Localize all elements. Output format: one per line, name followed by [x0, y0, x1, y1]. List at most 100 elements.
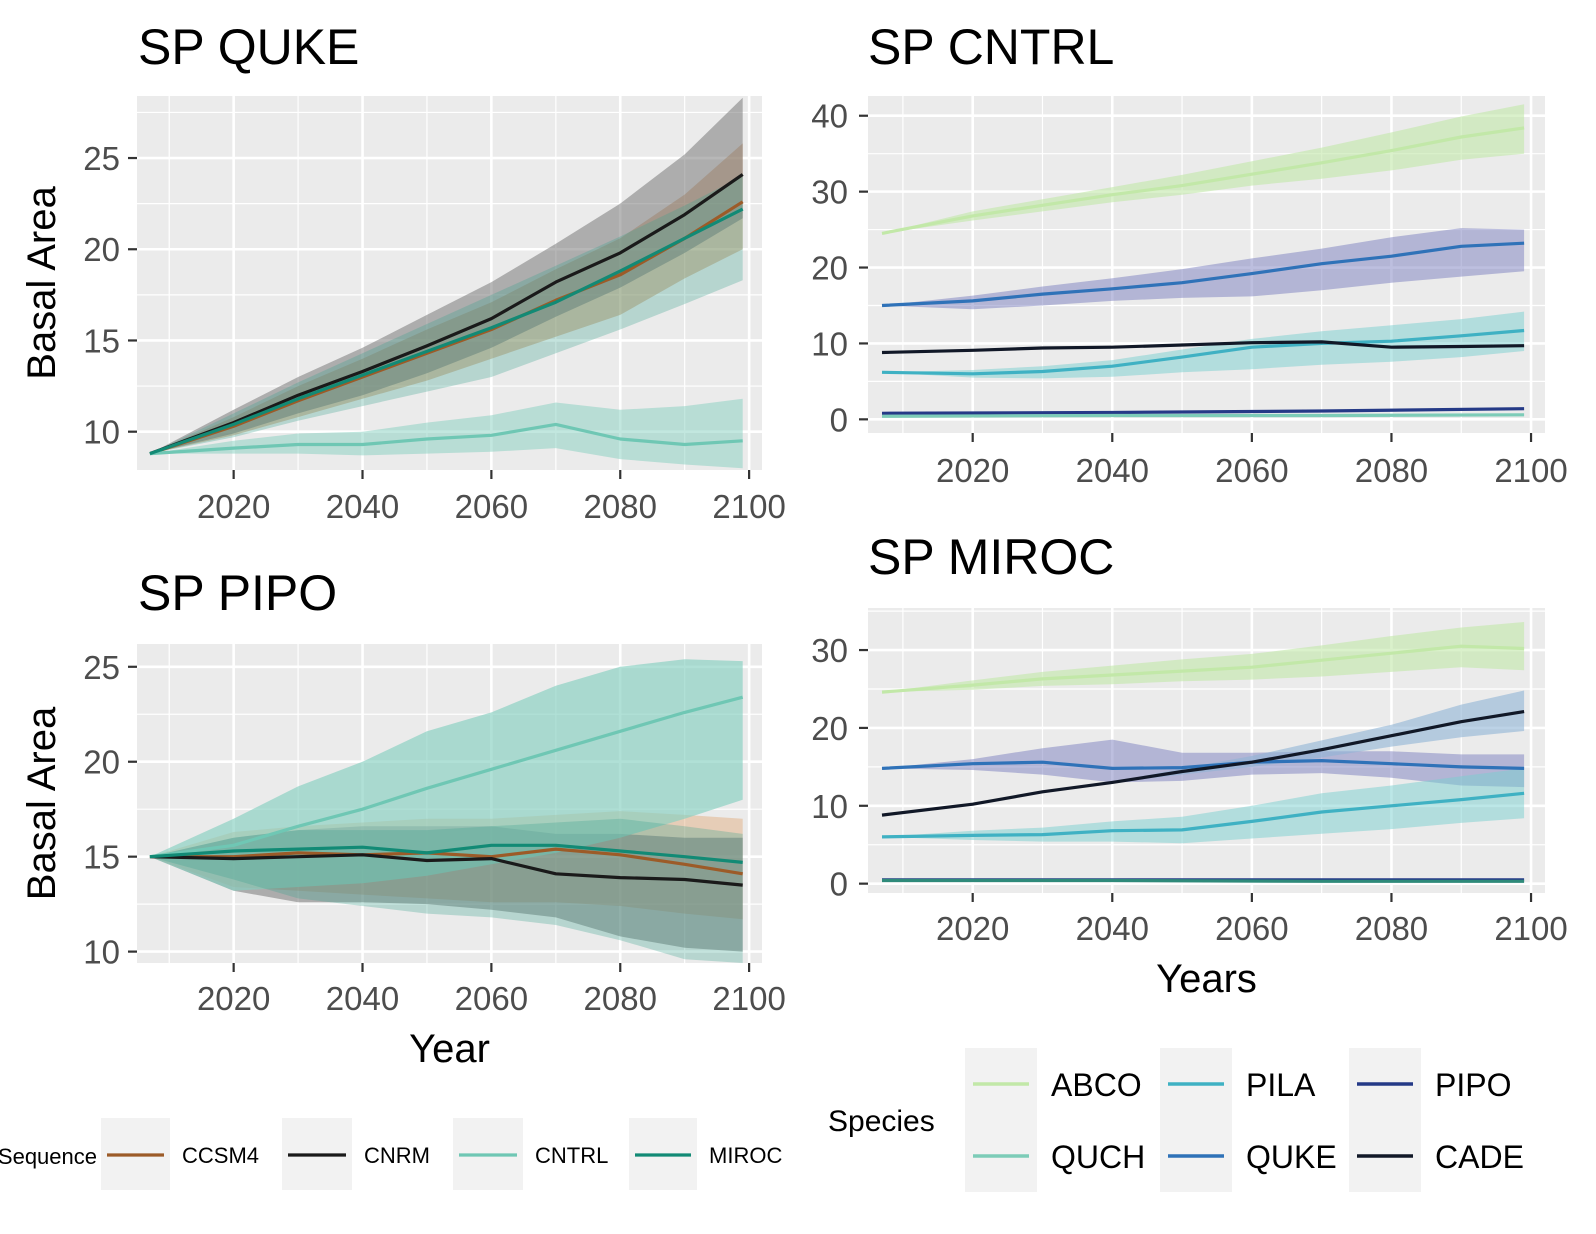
y-tick-label: 10 — [811, 788, 848, 825]
axes: 2020 2040 2060 2080 2100 10 15 20 25 Basal Area — [20, 140, 786, 525]
legend-label: CADE — [1435, 1139, 1524, 1175]
x-tick-label: 2100 — [1494, 910, 1567, 947]
legend-entry-pila: PILA — [1160, 1048, 1316, 1120]
plot-area — [149, 97, 744, 469]
legend-species: Species ABCO PILA PIPO QUCH QUKE CADE — [828, 1048, 1524, 1192]
y-tick-label: 10 — [83, 414, 120, 451]
x-tick-label: 2060 — [455, 488, 528, 525]
y-tick-label: 20 — [811, 250, 848, 287]
legend-label: CNRM — [364, 1143, 430, 1168]
y-tick-label: 15 — [83, 322, 120, 359]
ribbon-abco — [882, 104, 1525, 234]
series-line-cntrl — [149, 695, 744, 859]
y-tick-label: 20 — [811, 710, 848, 747]
x-tick-label: 2020 — [936, 452, 1009, 489]
ribbon-cntrl — [149, 398, 743, 469]
series-line-abco — [881, 126, 1525, 235]
legend-label: QUCH — [1051, 1139, 1145, 1175]
chart-sp-miroc: SP MIROC 2020 2040 2060 2080 2100 0 10 20 30 Years — [811, 529, 1567, 1001]
panel-title: SP PIPO — [138, 565, 337, 621]
x-tick-label: 2020 — [936, 910, 1009, 947]
legend-label: PIPO — [1435, 1067, 1511, 1103]
plot-area — [881, 104, 1525, 418]
ribbon-pila — [882, 768, 1525, 844]
y-tick-label: 15 — [83, 839, 120, 876]
legend-entry-quch: QUCH — [965, 1120, 1145, 1192]
series-line-cnrm — [149, 173, 744, 456]
legend-label: PILA — [1246, 1067, 1316, 1103]
series-line-quke — [881, 758, 1525, 771]
legend-entry-cntrl: CNTRL — [453, 1118, 608, 1190]
legend-label: CNTRL — [535, 1143, 608, 1168]
series-line-quch — [881, 413, 1525, 418]
series-line-cnrm — [149, 853, 743, 887]
legend-title: Sequence — [0, 1144, 97, 1169]
x-tick-label: 2060 — [1215, 910, 1288, 947]
legend-entry-miroc: MIROC — [629, 1118, 782, 1190]
series-line-abco — [881, 644, 1525, 694]
series-line-pila — [881, 791, 1525, 839]
axes: 2020 2040 2060 2080 2100 0 10 20 30 Years — [811, 632, 1567, 1001]
y-tick-label: 20 — [83, 231, 120, 268]
gridlines — [868, 96, 1545, 433]
series-line-cntrl — [149, 422, 743, 456]
x-tick-label: 2060 — [1215, 452, 1288, 489]
ribbon-quke — [882, 228, 1525, 310]
legend-entry-quke: QUKE — [1160, 1120, 1337, 1192]
series-line-cade — [881, 340, 1525, 355]
legend-label: CCSM4 — [182, 1143, 259, 1168]
x-tick-label: 2080 — [584, 488, 657, 525]
y-tick-label: 40 — [811, 98, 848, 135]
series-line-quke — [881, 241, 1525, 308]
y-tick-label: 25 — [83, 140, 120, 177]
legend-entry-ccsm4: CCSM4 — [101, 1118, 259, 1190]
y-tick-label: 10 — [811, 325, 848, 362]
series-line-quch — [882, 878, 1525, 883]
y-tick-label: 0 — [830, 866, 848, 903]
x-tick-label: 2100 — [712, 488, 785, 525]
y-tick-label: 20 — [83, 744, 120, 781]
y-tick-label: 25 — [83, 649, 120, 686]
legend-entry-cade: CADE — [1349, 1120, 1524, 1192]
panel-title: SP CNTRL — [868, 19, 1114, 75]
legend-title: Species — [828, 1105, 935, 1138]
y-tick-label: 0 — [830, 401, 848, 438]
chart-sp-quke: SP QUKE 2020 2040 2060 2080 2100 10 15 20 25 Basal… — [20, 19, 786, 525]
ribbon-miroc — [149, 818, 743, 963]
ribbon-abco — [882, 622, 1525, 693]
x-tick-label: 2100 — [1494, 452, 1567, 489]
plot-area — [149, 659, 744, 963]
y-axis-title: Basal Area — [20, 706, 64, 900]
series-line-ccsm4 — [149, 200, 744, 456]
x-tick-label: 2040 — [326, 980, 399, 1017]
panel-title: SP QUKE — [138, 19, 359, 75]
ribbon-cntrl — [149, 659, 743, 891]
legend-entry-cnrm: CNRM — [282, 1118, 430, 1190]
ribbon-cnrm — [149, 97, 743, 454]
x-tick-label: 2040 — [1076, 452, 1149, 489]
series-line-miroc — [149, 843, 743, 864]
x-tick-label: 2060 — [455, 980, 528, 1017]
ribbon-pila — [882, 311, 1525, 379]
ribbon-quke — [882, 739, 1525, 788]
series-line-ccsm4 — [149, 847, 743, 876]
x-tick-label: 2040 — [326, 488, 399, 525]
series-line-pipo — [881, 407, 1525, 415]
plot-area — [881, 622, 1525, 883]
x-tick-label: 2080 — [1355, 452, 1428, 489]
x-tick-label: 2100 — [712, 980, 785, 1017]
legend-label: MIROC — [709, 1143, 782, 1168]
ribbon-miroc — [149, 176, 743, 454]
x-tick-label: 2020 — [197, 488, 270, 525]
y-axis-title: Basal Area — [20, 186, 64, 380]
x-tick-label: 2080 — [584, 980, 657, 1017]
series-line-cade — [881, 710, 1525, 817]
chart-sp-cntrl: SP CNTRL 2020 2040 2060 2080 2100 0 10 20 30 40 — [811, 19, 1567, 489]
legend-label: ABCO — [1051, 1067, 1142, 1103]
legend-sequence: Sequence CCSM4 CNRM CNTRL MIROC — [0, 1118, 782, 1190]
legend-entry-abco: ABCO — [965, 1048, 1142, 1120]
series-line-miroc — [149, 207, 744, 456]
x-axis-title: Years — [1156, 957, 1257, 1001]
y-tick-label: 10 — [83, 934, 120, 971]
